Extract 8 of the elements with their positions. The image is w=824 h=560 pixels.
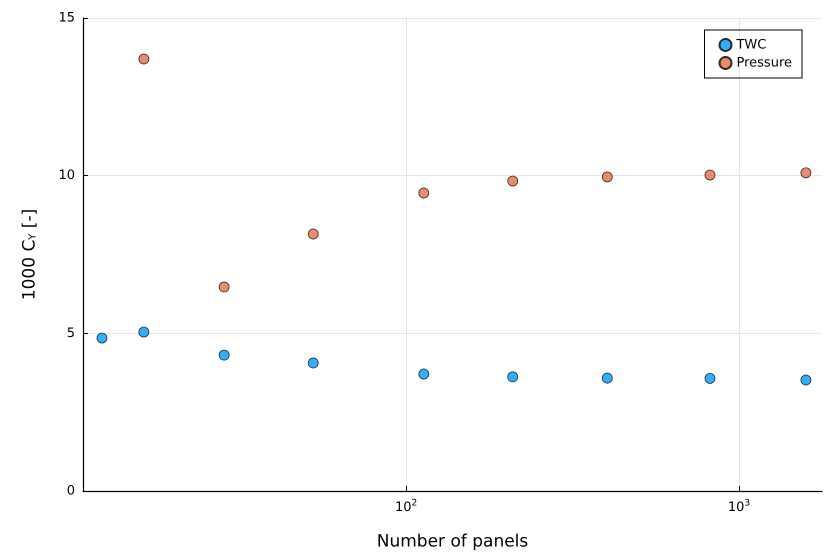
y-tick-label: 0 bbox=[66, 484, 75, 498]
legend-label: TWC bbox=[735, 38, 766, 52]
legend-label: Pressure bbox=[736, 56, 792, 70]
y-tick-label: 10 bbox=[58, 168, 75, 184]
y-tick-label: 15 bbox=[58, 10, 75, 26]
y-axis-title: 1000 CY [-] bbox=[20, 208, 40, 300]
y-tick-label: 5 bbox=[66, 326, 75, 341]
x-axis-title: Number of panels bbox=[376, 532, 528, 552]
